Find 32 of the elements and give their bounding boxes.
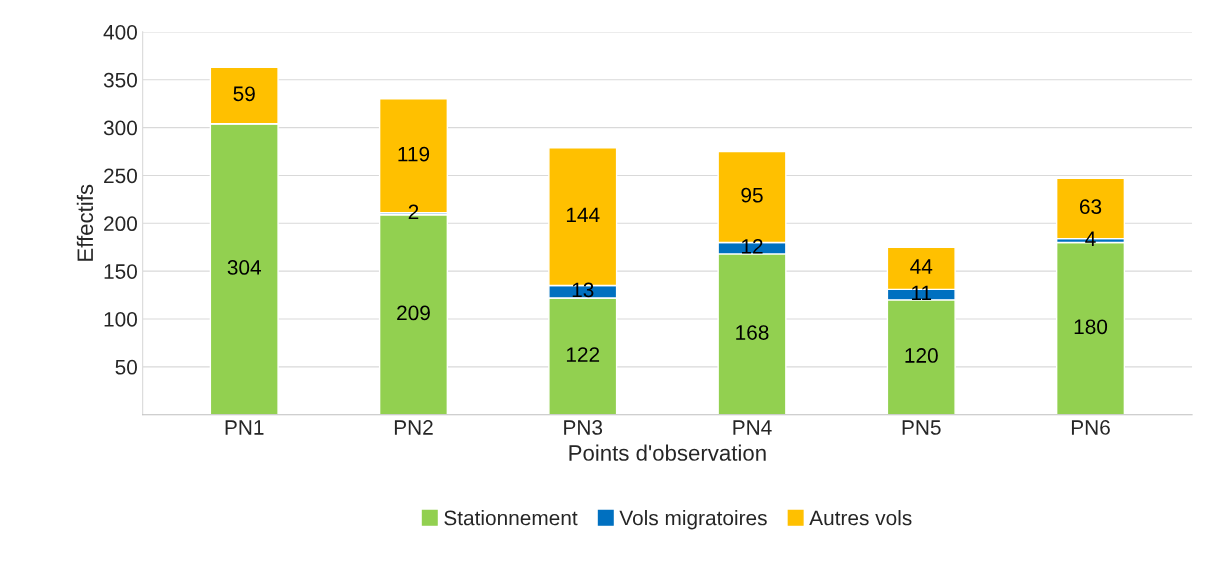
- legend-label: Vols migratoires: [619, 510, 767, 530]
- x-tick-label: PN2: [394, 420, 433, 435]
- legend-label: Autres vols: [809, 510, 912, 526]
- y-tick-label: 100: [104, 312, 137, 327]
- legend-label: Stationnement: [444, 510, 578, 526]
- y-tick-label: 50: [115, 359, 137, 375]
- y-tick-label: 400: [103, 24, 137, 40]
- data-label: 122: [566, 347, 600, 362]
- data-label: 144: [566, 207, 600, 222]
- data-label: 63: [1079, 199, 1102, 215]
- x-tick-label: PN3: [564, 420, 603, 435]
- y-axis-title: Effectifs: [76, 184, 94, 261]
- y-tick-label: 350: [103, 72, 137, 88]
- x-tick-label: PN5: [902, 420, 941, 435]
- data-label: 59: [233, 86, 255, 102]
- x-tick-label: PN1: [225, 420, 264, 435]
- data-label: 4: [1085, 231, 1096, 246]
- data-label: 180: [1074, 319, 1108, 335]
- x-tick-label: PN4: [733, 420, 772, 435]
- x-axis-title: Points d'observation: [569, 444, 766, 461]
- data-label: 120: [905, 348, 938, 363]
- y-tick-label: 250: [104, 168, 137, 184]
- data-label: 119: [398, 146, 430, 162]
- y-tick-label: 150: [104, 264, 137, 279]
- y-tick-label: 300: [103, 120, 137, 136]
- x-tick-label: PN6: [1071, 420, 1110, 435]
- data-label: 209: [397, 305, 430, 321]
- data-label: 44: [910, 259, 933, 274]
- data-label: 168: [736, 325, 769, 340]
- data-label: 95: [741, 187, 763, 203]
- data-label: 304: [227, 260, 261, 275]
- y-tick-label: 200: [104, 216, 137, 232]
